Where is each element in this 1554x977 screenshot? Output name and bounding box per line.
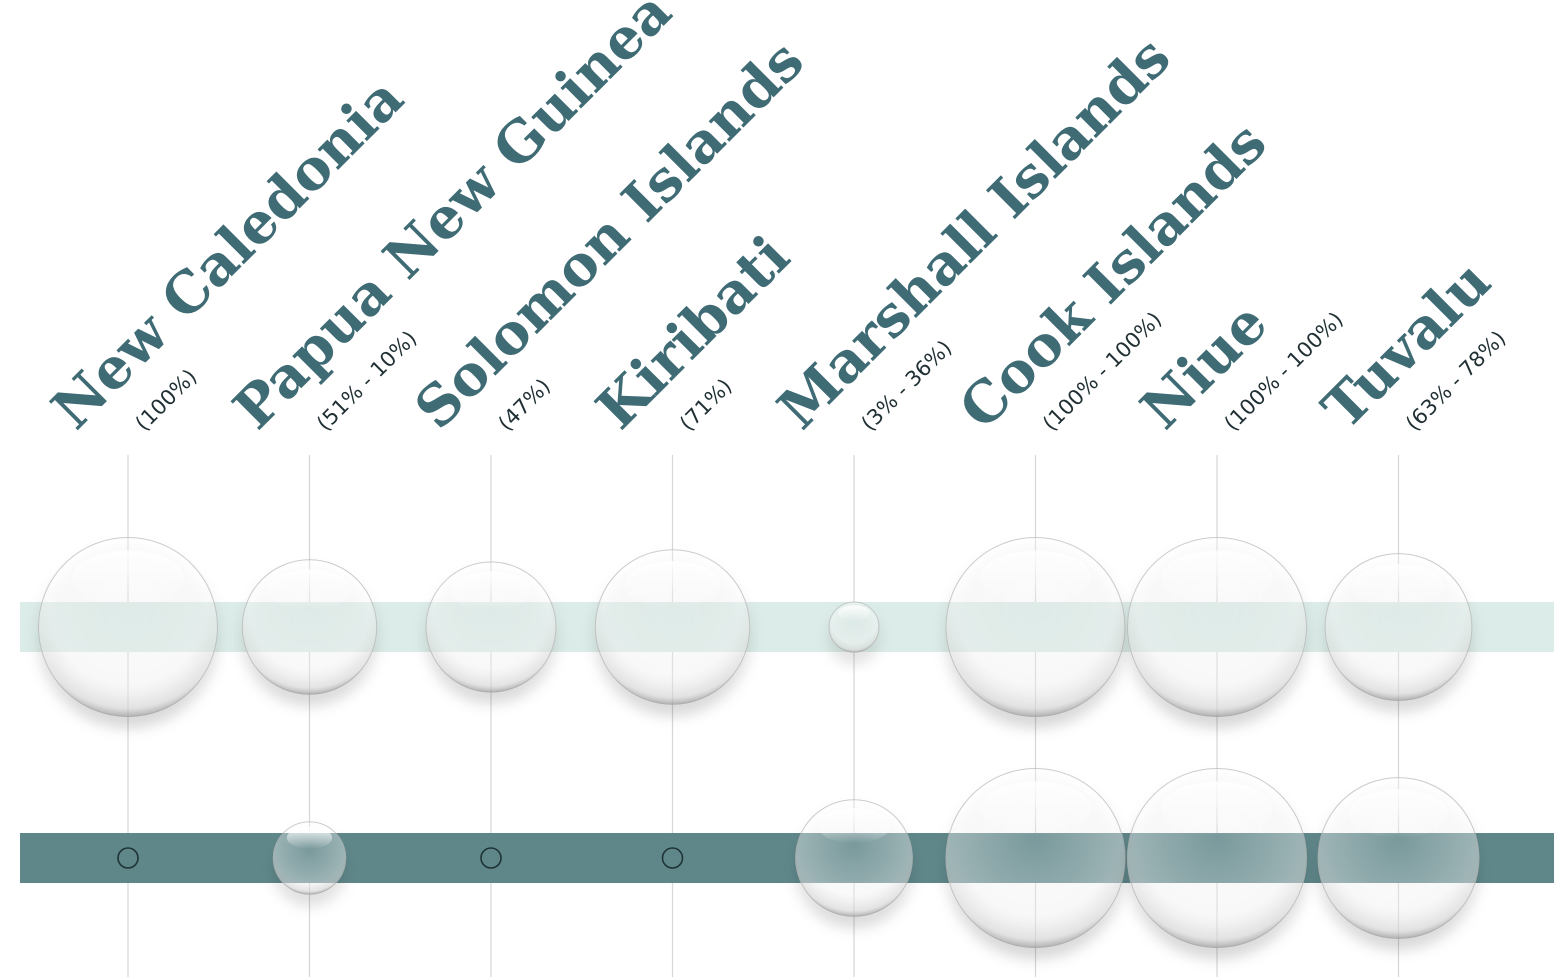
bubbles: [38, 537, 1480, 948]
label-cook-islands: Cook Islands: [947, 109, 1280, 442]
bubble-tuvalu-row-1: [1324, 553, 1473, 701]
bubble-new-caledonia-row-1: [38, 537, 218, 717]
bubble-marshall-islands-row-1: [828, 601, 880, 653]
bubble-marshall-islands-row-2: [795, 799, 913, 917]
bubble-cook-islands-row-2: [945, 768, 1126, 948]
bubble-solomon-islands-row-1: [425, 561, 557, 693]
bubble-new-caledonia-row-2: [117, 847, 139, 869]
column-labels: New Caledonia(100%) Papua New Guinea(51% …: [39, 0, 1510, 442]
bubble-kiribati-row-2: [661, 847, 684, 869]
bubble-tuvalu-row-2: [1317, 777, 1480, 939]
bubble-niue-row-2: [1127, 768, 1307, 948]
bubble-papua-new-guinea-row-2: [272, 821, 347, 895]
bubble-solomon-islands-row-2: [480, 847, 502, 869]
bubble-cook-islands-row-1: [945, 537, 1126, 717]
bubble-kiribati-row-1: [594, 549, 751, 705]
bubble-papua-new-guinea-row-1: [241, 559, 378, 695]
bubble-niue-row-1: [1127, 537, 1307, 717]
